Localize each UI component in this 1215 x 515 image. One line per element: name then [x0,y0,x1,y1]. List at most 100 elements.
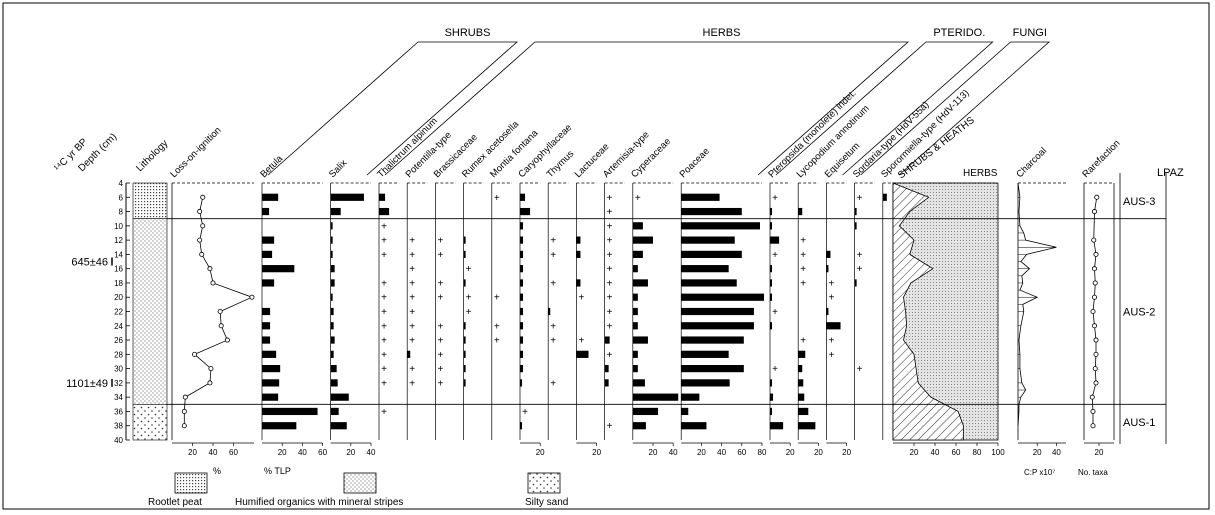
cyperaceae-bar [632,422,646,430]
thymus-trace-marker: + [550,336,556,347]
lactuceae-bar [576,350,589,358]
depth-tick-label: 32 [114,379,123,388]
poaceae-bar [681,407,689,416]
potentilla-type-bar [407,350,411,358]
loi-point [217,308,223,314]
betula-bar [262,365,281,373]
betula-bar [262,193,279,201]
charcoal-unit: C:P x10⁷ [1024,468,1055,477]
summary-herbs-label: HERBS [963,168,998,179]
thalictrum-alpinum-trace-marker: + [381,364,387,375]
legend-label-silty-sand: Silty sand [525,497,568,508]
cyperaceae-trace-marker: + [635,193,641,204]
poaceae-header: Poaceae [678,146,712,180]
summary-tick-label: 100 [991,448,1005,457]
rarefaction-point [1090,408,1096,414]
depth-tick-label: 28 [114,350,123,359]
potentilla-type-trace-marker: + [409,307,415,318]
caryophyllaceae-tick-label: 20 [536,448,545,457]
depth-tick-label: 8 [119,208,124,217]
poaceae-bar [681,193,720,201]
pterido-group-bracket [775,41,994,176]
rarefaction-curve [1091,197,1098,426]
loi-tick-label: 60 [229,448,238,457]
betula-bar [262,265,295,273]
cyperaceae-bar [632,379,645,387]
poaceae-bar [681,207,742,216]
pteropsida-monolete-indet-bar [770,222,773,230]
betula-bar [262,336,271,344]
pteropsida-monolete-indet-bar [770,207,773,216]
lycopodium-annotinum-trace-marker: + [800,336,806,347]
loi-point [199,251,205,257]
poaceae-bar [681,307,754,316]
loi-point [218,323,224,329]
summary-tick-label: 60 [952,448,961,457]
depth-tick-label: 20 [114,293,123,302]
artemisia-type-bar [604,379,609,387]
potentilla-type-trace-marker: + [409,321,415,332]
loi-point [208,366,214,372]
depth-tick-label: 26 [114,336,123,345]
caryophyllaceae-bar [520,279,524,287]
poaceae-bar [681,236,735,244]
lycopodium-annotinum-trace-marker: + [800,236,806,247]
rumex-acetosella-bar [463,379,466,387]
caryophyllaceae-bar [520,207,531,216]
loi-point [224,337,230,343]
montia-fontana-trace-marker: + [494,193,500,204]
artemisia-type-trace-marker: + [607,307,613,318]
rarefaction-point [1089,394,1095,400]
potentilla-type-trace-marker: + [409,236,415,247]
legend-swatch-humified-organics [343,472,377,494]
caryophyllaceae-bar [520,236,524,244]
potentilla-type-trace-marker: + [409,278,415,289]
thalictrum-alpinum-trace-marker: + [381,336,387,347]
lpaz-zone-label-aus-1: AUS-1 [1123,417,1155,429]
equisetum-trace-marker: + [828,336,834,347]
loi-point [200,223,206,229]
thalictrum-alpinum-trace-marker: + [381,307,387,318]
cyperaceae-bar [632,293,638,301]
rumex-acetosella-bar [463,336,466,344]
charcoal-curve [1017,182,1057,426]
pterido-group-label: PTERIDO. [933,27,985,39]
sordaria-type-hdv-55a-trace-marker: + [857,193,863,204]
sporormiella-type-hdv-113-bar [882,193,887,201]
lactuceae-bar [576,236,581,244]
poaceae-bar [681,265,729,273]
rumex-acetosella-bar [463,322,466,330]
thymus-trace-marker: + [550,278,556,289]
lycopodium-annotinum-bar [798,379,804,387]
loi-point [181,423,187,429]
lactuceae-bar [576,250,581,258]
caryophyllaceae-bar [520,379,523,387]
loi-point [207,380,213,386]
poaceae-bar [681,222,760,230]
potentilla-type-trace-marker: + [409,293,415,304]
rarefaction-point [1092,280,1098,286]
cyperaceae-tick-label: 40 [669,448,678,457]
rarefaction-point [1093,337,1099,343]
fungi-group-bracket [860,41,1051,176]
equisetum-trace-marker: + [828,350,834,361]
montia-fontana-trace-marker: + [494,336,500,347]
depth-tick-label: 30 [114,365,123,374]
pollen-unit-label: % TLP [264,466,291,476]
charcoal-header: Charcoal [1014,145,1049,180]
lycopodium-annotinum-bar [798,407,809,416]
betula-tick-label: 40 [298,448,307,457]
depth-tick-label: 22 [114,308,123,317]
thalictrum-alpinum-trace-marker: + [381,321,387,332]
betula-bar [262,307,271,316]
rarefaction-point [1092,366,1098,372]
betula-bar [262,207,270,216]
fungi-group-label: FUNGI [1013,27,1047,39]
artemisia-type-bar [604,365,609,373]
rarefaction-unit: No. taxa [1078,468,1108,477]
pteropsida-monolete-indet-bar [770,293,773,301]
legend-swatch-silty-sand [527,472,561,494]
rarefaction-point [1092,209,1098,215]
